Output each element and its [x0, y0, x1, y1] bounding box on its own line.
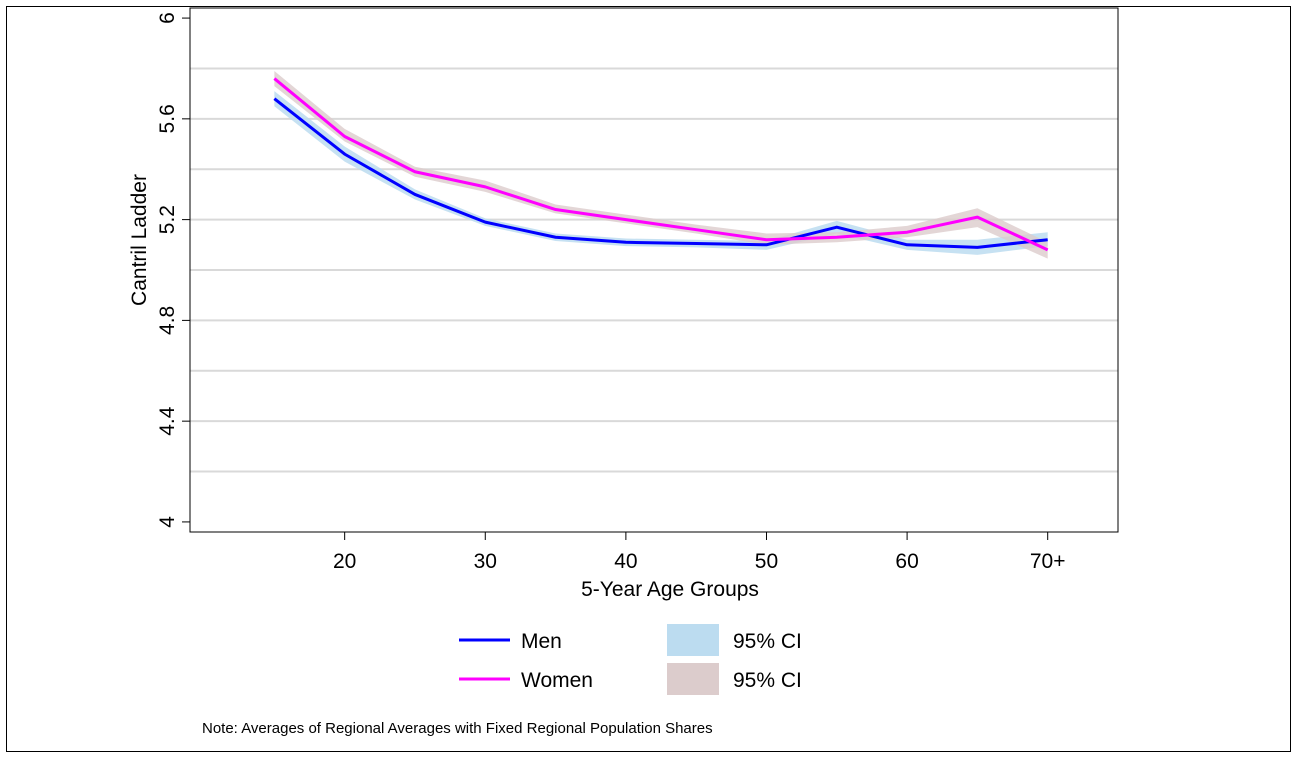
- x-axis-title: 5-Year Age Groups: [581, 578, 759, 601]
- y-axis: 4 4.4 4.8 5.2 5.6 6: [156, 12, 190, 528]
- legend-swatch-ci-women: [667, 663, 719, 695]
- legend: Men Women 95% CI 95% CI: [459, 624, 802, 695]
- legend-label-ci-men: 95% CI: [733, 630, 802, 653]
- x-tick-label-0: 20: [333, 550, 356, 573]
- x-axis: 20 30 40 50 60 70+: [333, 532, 1066, 573]
- x-tick-label-4: 60: [895, 550, 918, 573]
- y-tick-label-3: 5.2: [156, 205, 179, 234]
- x-tick-label-5: 70+: [1030, 550, 1066, 573]
- legend-swatch-ci-men: [667, 624, 719, 656]
- x-tick-label-2: 40: [614, 550, 637, 573]
- legend-label-men: Men: [521, 630, 562, 653]
- y-axis-title: Cantril Ladder: [128, 174, 151, 306]
- y-tick-label-5: 6: [156, 12, 179, 24]
- y-tick-label-2: 4.8: [156, 306, 179, 335]
- x-tick-label-1: 30: [474, 550, 497, 573]
- confidence-bands: [274, 70, 1048, 259]
- x-tick-label-3: 50: [755, 550, 778, 573]
- series-line-men: [273, 97, 1048, 249]
- series-line-women: [273, 77, 1049, 252]
- ci-band-women: [274, 70, 1048, 259]
- y-tick-label-1: 4.4: [156, 406, 179, 436]
- legend-label-women: Women: [521, 669, 593, 692]
- chart-frame: [6, 6, 1291, 752]
- series-lines: [273, 77, 1049, 252]
- plot-area: [189, 7, 1119, 533]
- y-tick-label-0: 4: [156, 516, 179, 528]
- chart-note: Note: Averages of Regional Averages with…: [202, 720, 713, 737]
- legend-label-ci-women: 95% CI: [733, 669, 802, 692]
- y-tick-label-4: 5.6: [156, 104, 179, 133]
